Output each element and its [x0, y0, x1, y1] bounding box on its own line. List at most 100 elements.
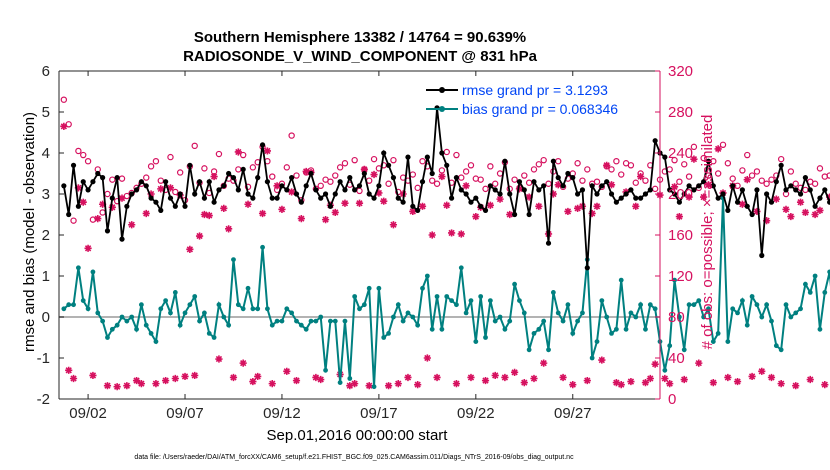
obs-assimilated-point: [205, 211, 213, 220]
y-tick-label-left: -1: [37, 350, 50, 367]
bias-point: [536, 326, 542, 332]
bias-point: [415, 322, 421, 328]
obs-assimilated-point: [244, 200, 252, 208]
y-tick-label-left: 0: [42, 309, 50, 326]
obs-possible-point: [758, 177, 765, 184]
bias-point: [643, 326, 648, 332]
bias-point: [725, 339, 731, 344]
rmse-point: [599, 183, 605, 189]
rmse-point: [104, 228, 111, 234]
obs-possible-point: [642, 177, 649, 184]
obs-assimilated-point: [637, 172, 645, 181]
rmse-point: [429, 170, 435, 177]
bias-point: [798, 306, 803, 312]
obs-assimilated-point: [79, 198, 87, 206]
rmse-point: [662, 154, 668, 160]
rmse-point: [303, 183, 309, 189]
bias-point: [294, 318, 299, 324]
bias-point: [114, 322, 120, 328]
bias-point: [822, 290, 828, 295]
rmse-point: [511, 211, 518, 218]
rmse-point: [448, 195, 455, 201]
obs-assimilated-point: [782, 205, 790, 213]
obs-possible-point: [370, 155, 378, 163]
obs-possible-point: [201, 165, 208, 172]
rmse-point: [560, 183, 566, 189]
obs-possible-point: [70, 217, 77, 224]
bias-point: [715, 331, 721, 336]
bias-point: [788, 314, 794, 320]
obs-possible-point: [681, 161, 688, 168]
obs-assimilated-point: [365, 382, 373, 390]
bias-point: [652, 306, 658, 312]
y-tick-label-left: 2: [42, 227, 50, 244]
obs-assimilated-point: [695, 359, 703, 367]
rmse-point: [70, 162, 77, 168]
obs-assimilated-point: [404, 373, 412, 382]
bias-point: [807, 290, 813, 295]
rmse-point: [788, 183, 794, 189]
obs-assimilated-point: [510, 368, 519, 376]
obs-assimilated-point: [254, 372, 262, 381]
bias-point: [623, 326, 629, 332]
bias-point: [284, 306, 290, 312]
rmse-point: [95, 170, 101, 177]
obs-possible-point: [724, 160, 732, 167]
x-tick-label: 09/02: [69, 405, 107, 422]
obs-assimilated-point: [384, 382, 393, 390]
bias-point: [371, 384, 377, 390]
obs-assimilated-point: [331, 208, 339, 217]
obs-assimilated-point: [94, 215, 102, 223]
rmse-point: [463, 191, 469, 197]
y-tick-label-left: 1: [42, 268, 50, 285]
rmse-point: [196, 179, 203, 185]
rmse-point: [216, 187, 222, 193]
rmse-point: [783, 187, 789, 193]
obs-assimilated-point: [389, 221, 398, 229]
rmse-point: [473, 195, 479, 201]
obs-assimilated-point: [777, 380, 785, 388]
obs-possible-point: [579, 177, 586, 184]
bias-point: [662, 367, 668, 373]
x-tick-label: 09/22: [457, 405, 495, 422]
rmse-point: [361, 170, 367, 177]
bias-point: [546, 347, 551, 353]
obs-possible-point: [593, 178, 601, 185]
y-axis-label-left: rmse and bias (model - observation): [21, 112, 38, 352]
obs-assimilated-point: [709, 379, 717, 387]
obs-assimilated-point: [738, 200, 746, 208]
bias-point: [71, 302, 76, 308]
bias-point: [507, 318, 513, 324]
obs-assimilated-point: [651, 360, 659, 368]
obs-assimilated-point: [792, 382, 800, 390]
obs-possible-point: [167, 153, 174, 161]
rmse-point: [710, 183, 716, 189]
rmse-point: [187, 162, 193, 168]
obs-possible-point: [60, 96, 68, 103]
obs-possible-point: [700, 154, 707, 162]
obs-possible-point: [172, 188, 179, 196]
rmse-point: [720, 191, 726, 197]
bias-point: [759, 314, 765, 320]
obs-assimilated-point: [627, 377, 635, 386]
bias-point: [124, 318, 130, 324]
bias-point: [439, 326, 445, 332]
obs-assimilated-point: [370, 170, 378, 179]
obs-possible-point: [540, 156, 547, 164]
bias-point: [168, 310, 173, 316]
rmse-point: [109, 195, 115, 201]
obs-assimilated-point: [302, 167, 310, 176]
obs-assimilated-point: [724, 373, 732, 382]
obs-possible-point: [109, 176, 116, 183]
rmse-point: [376, 183, 382, 189]
rmse-point: [245, 191, 251, 197]
rmse-point: [652, 138, 658, 144]
obs-possible-point: [744, 151, 751, 159]
rmse-point: [211, 199, 217, 205]
rmse-point: [390, 175, 397, 181]
obs-possible-point: [545, 180, 552, 187]
obs-possible-point: [690, 143, 698, 151]
obs-possible-point: [535, 161, 543, 168]
obs-assimilated-point: [428, 231, 436, 239]
obs-possible-point: [429, 177, 436, 184]
